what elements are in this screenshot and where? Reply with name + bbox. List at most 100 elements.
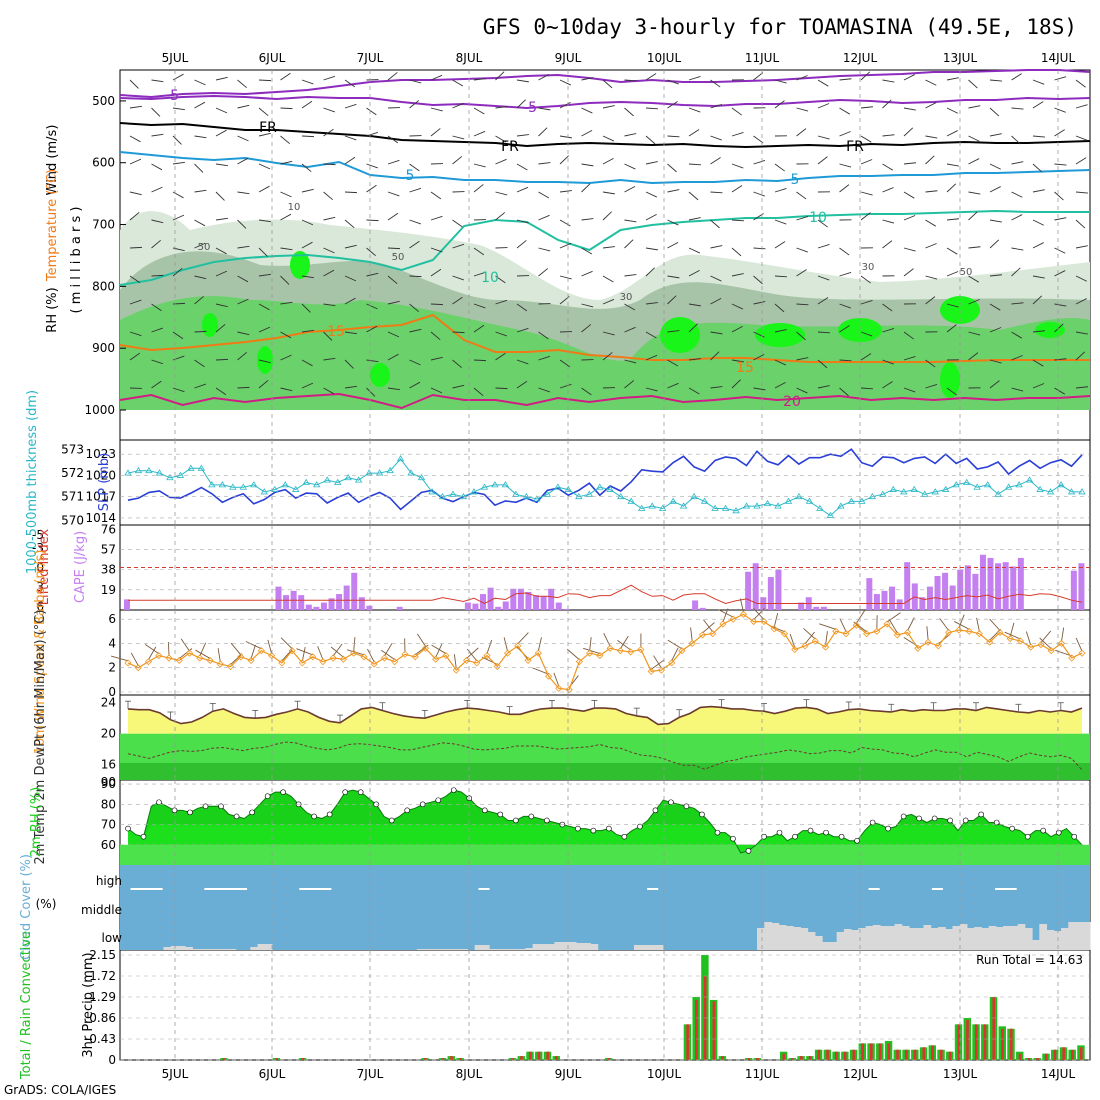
wind-point [175,656,183,664]
wind-point [124,659,132,667]
precip-convective-bar [983,1024,987,1060]
upper-wind-barb [903,162,916,165]
cloud-low-bar [865,926,874,950]
upper-wind-barb [366,107,377,116]
thickness-point [323,476,331,483]
cape-bar [934,576,941,610]
thickness-point [438,492,447,500]
wind-point [144,658,153,666]
upper-wind-barb [559,359,571,368]
upper-wind-barb [301,219,314,226]
upper-wind-barb [430,247,443,253]
upper-wind-barb [409,275,422,278]
upper-wind-barb [516,327,529,333]
cape-bar [767,577,774,610]
upper-wind-barb [473,359,487,362]
upper-wind-barb [839,107,851,115]
wind-barb [250,644,256,659]
upper-wind-barb [323,331,333,341]
wind-barb [653,655,662,669]
upper-wind-barb [1054,303,1067,307]
contour-label: 5 [406,168,415,184]
precip-convective-bar [896,1049,899,1060]
upper-wind-barb [796,191,807,200]
contour-5 [119,151,1091,185]
upper-wind-barb [473,324,485,333]
rh2m-point [528,813,535,820]
upper-wind-barb [581,77,594,81]
wind-barb [703,619,714,632]
wind-barb [486,639,493,654]
upper-wind-barb [817,156,828,165]
upper-wind-barb [516,99,526,109]
rh2m-point [931,815,938,822]
cloud-low-bar [576,943,584,950]
upper-wind-barb [581,183,591,193]
upper-ylabel-rh: RH (%) [45,287,60,332]
wind-barb [537,637,542,652]
upper-wind-barb [409,359,421,366]
rh2m-point [668,799,674,806]
upper-wind-barb [559,383,572,389]
upper-wind-barb [989,274,1002,277]
upper-wind-barb [667,295,677,305]
thickness-point [292,485,300,492]
wind-point [596,652,604,660]
upper-wind-barb [903,356,916,361]
cape-bar [525,591,532,610]
thickness-point [554,483,562,490]
contour-label: 50 [960,267,973,278]
wind-barb [296,648,313,656]
upper-ytick: 800 [92,279,115,293]
rh2m-point [264,793,271,799]
top-date-label: 6JUL [259,51,286,65]
upper-wind-barb [602,331,615,336]
cape-bar [745,571,752,610]
upper-wind-barb [538,73,550,81]
top-date-label: 7JUL [357,51,384,65]
upper-wind-barb [882,163,894,171]
wind-point [278,659,286,667]
cape-ylabels: Lifted Index CAPE (J/kg) [37,528,88,605]
upper-wind-barb [280,135,290,145]
upper-wind-barb [817,135,830,140]
thickness-point [973,483,981,490]
upper-wind-barb [645,354,658,361]
cape-bar [1002,562,1009,610]
upper-wind-barb [301,329,314,333]
upper-wind-barb [624,219,637,223]
cape-bar [699,607,706,610]
upper-wind-barb [925,190,938,193]
cloud-low-bar [1017,924,1026,950]
upper-wind-barb [473,387,484,397]
thickness-point [868,492,877,500]
upper-wind-barb [710,275,722,282]
upper-wind-barb [624,303,636,311]
wind-point [934,642,942,650]
cloud-low-bar [518,949,526,950]
upper-wind-barb [839,78,852,81]
contour-label: 10 [809,210,827,226]
upper-wind-barb [989,79,1002,82]
thickness-point [627,497,635,504]
rh2m-point [311,813,317,820]
wind-point [606,644,614,652]
contour-label: 10 [481,270,499,286]
upper-wind-barb [194,163,204,173]
upper-wind-barb [903,215,916,221]
upper-wind-barb [925,102,937,109]
li-series-line [128,584,1083,605]
wind-point [1016,637,1025,645]
top-date-label: 10JUL [647,51,682,65]
upper-wind-barb [753,353,765,361]
cloud-low-bar [785,926,794,950]
upper-wind-barb [968,79,978,89]
upper-wind-barb [258,107,269,117]
upper-wind-barb [366,387,376,397]
precip-convective-bar [939,1049,943,1060]
upper-wind-barb [989,239,1000,249]
rh2m-point [544,817,550,824]
upper-wind-barb [237,135,249,142]
cape-bar [540,596,547,610]
cape-bar [873,594,880,610]
